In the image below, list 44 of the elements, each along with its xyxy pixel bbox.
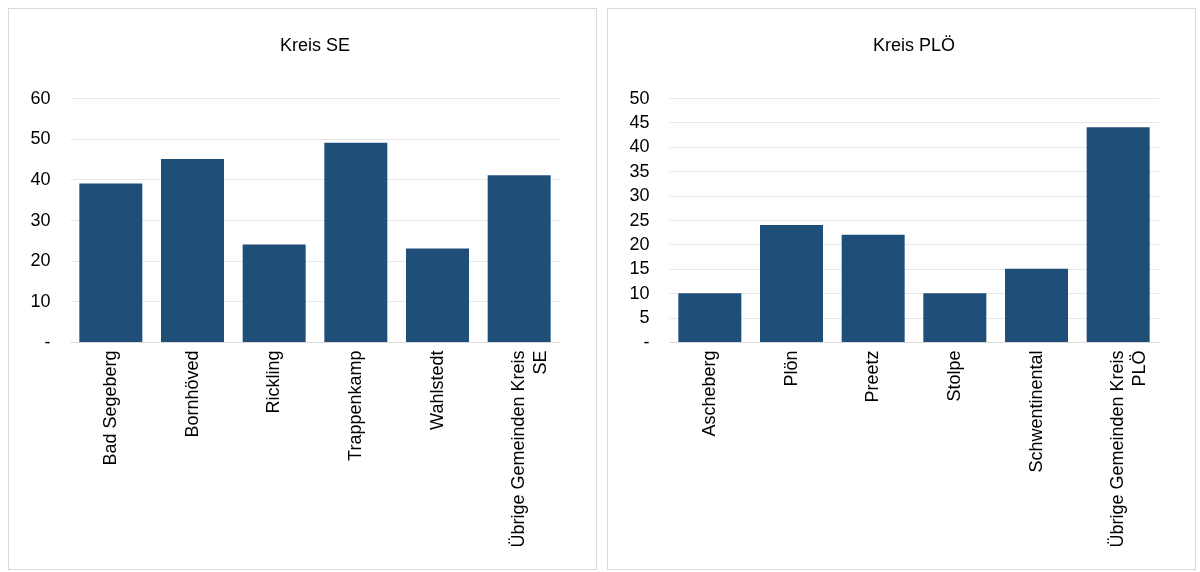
bar xyxy=(760,224,823,342)
y-tick-label: 40 xyxy=(629,136,650,157)
x-tick-label: Schwentinental xyxy=(1025,350,1046,473)
y-tick-label: 10 xyxy=(30,290,51,311)
y-tick-label: 30 xyxy=(629,185,650,206)
y-tick-label: 30 xyxy=(30,209,51,230)
y-tick-label: 40 xyxy=(30,168,51,189)
bar xyxy=(841,234,905,342)
bar xyxy=(242,244,306,342)
bar xyxy=(406,248,469,342)
x-tick-label: Übrige Gemeinden Kreis PLÖ xyxy=(1107,350,1150,548)
chart-title: Kreis PLÖ xyxy=(872,35,956,55)
x-tick-label: Ascheberg xyxy=(698,350,719,437)
bar xyxy=(678,293,742,342)
y-tick-label: 60 xyxy=(30,87,51,108)
y-tick-label: - xyxy=(44,331,51,352)
y-tick-label: 20 xyxy=(30,250,51,271)
y-tick-label: 25 xyxy=(629,209,650,230)
x-tick-label: Stolpe xyxy=(943,350,964,402)
y-tick-label: 50 xyxy=(629,87,650,108)
x-tick-label: Bornhöved xyxy=(181,350,202,438)
y-tick-label: - xyxy=(643,331,650,352)
x-tick-label: Rickling xyxy=(263,350,284,414)
y-tick-label: 10 xyxy=(629,282,650,303)
y-tick-label: 35 xyxy=(629,160,650,181)
bar xyxy=(487,175,551,342)
chart-title: Kreis SE xyxy=(279,35,351,55)
bar xyxy=(1086,127,1150,342)
x-tick-label: Bad Segeberg xyxy=(99,350,120,466)
y-tick-label: 50 xyxy=(30,128,51,149)
bar xyxy=(923,293,987,342)
y-tick-label: 45 xyxy=(629,111,650,132)
y-tick-label: 5 xyxy=(639,307,650,328)
x-tick-label: Übrige Gemeinden Kreis SE xyxy=(508,350,551,548)
bar xyxy=(1005,268,1068,342)
y-tick-label: 15 xyxy=(629,258,650,279)
x-tick-label: Preetz xyxy=(862,350,883,403)
x-tick-label: Plön xyxy=(780,350,801,387)
bar xyxy=(324,142,388,342)
bar xyxy=(161,159,224,342)
y-tick-label: 20 xyxy=(629,233,650,254)
bar xyxy=(79,183,143,342)
x-tick-label: Wahlstedt xyxy=(426,350,447,430)
x-tick-label: Trappenkamp xyxy=(344,350,365,461)
